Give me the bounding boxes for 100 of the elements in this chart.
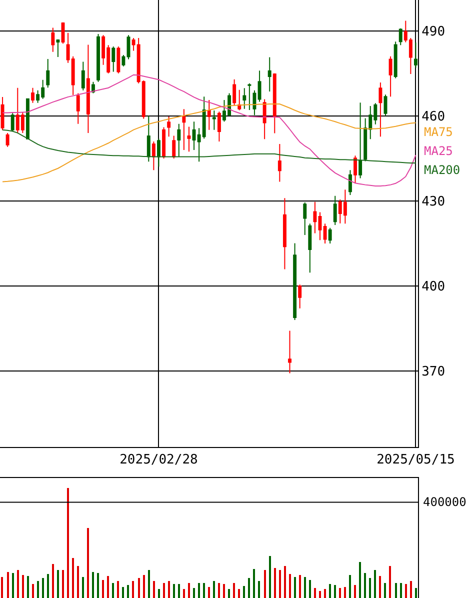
bar: [87, 528, 89, 598]
candlestick: [212, 110, 216, 130]
candlestick: [46, 58, 50, 88]
y-tick-label: 430: [422, 194, 446, 210]
x-tick-label: 2025/02/28: [120, 452, 198, 468]
x-tick-label: 2025/05/15: [376, 452, 455, 468]
candlestick: [81, 61, 85, 91]
bar: [415, 588, 417, 598]
bar: [22, 575, 24, 598]
candlestick: [192, 121, 196, 150]
candlestick: [282, 198, 286, 270]
candlestick: [122, 54, 126, 67]
y-tick-label: 490: [422, 24, 446, 40]
candlestick: [313, 201, 317, 234]
bar: [294, 577, 296, 598]
candlestick: [187, 126, 191, 152]
bar: [102, 580, 104, 598]
bar: [148, 570, 150, 598]
bar: [344, 587, 346, 598]
bar: [107, 576, 109, 598]
bar: [178, 584, 180, 598]
candlestick: [26, 98, 30, 140]
candlestick: [232, 78, 236, 107]
bar: [253, 569, 255, 598]
series-label: MA75: [424, 125, 453, 139]
y-tick-label: 400: [422, 280, 446, 295]
bar: [213, 581, 215, 598]
bar: [304, 577, 306, 598]
candlestick: [318, 212, 322, 241]
bar: [77, 566, 79, 598]
candlestick: [272, 72, 276, 134]
bar: [264, 570, 266, 598]
candlestick: [238, 89, 242, 111]
candlestick: [384, 94, 388, 116]
candlestick: [248, 82, 252, 110]
candlestick: [303, 202, 307, 236]
bar: [334, 585, 336, 598]
bar: [163, 583, 165, 598]
bar: [369, 578, 371, 598]
candlestick: [31, 87, 34, 104]
bar: [138, 578, 140, 598]
bar: [37, 581, 39, 598]
bar: [228, 589, 230, 598]
candlestick: [177, 123, 181, 158]
bar: [153, 581, 155, 598]
bar: [299, 575, 301, 598]
bar: [193, 588, 195, 598]
candlestick: [323, 223, 327, 244]
candlestick: [157, 138, 160, 168]
line-series: [2, 129, 416, 164]
bar: [127, 585, 129, 598]
bar: [218, 583, 220, 598]
series-label: MA200: [424, 163, 460, 177]
bar: [132, 581, 134, 598]
bar: [117, 581, 119, 598]
bar: [82, 577, 84, 598]
candlestick: [354, 155, 357, 184]
bar: [405, 584, 407, 598]
candlestick: [76, 92, 80, 124]
bar: [32, 584, 34, 598]
candlestick: [252, 90, 256, 116]
bar: [183, 589, 185, 598]
candlestick: [86, 44, 90, 134]
bar: [12, 573, 14, 598]
candlestick: [288, 330, 292, 374]
bar: [354, 585, 356, 598]
bar: [269, 556, 271, 598]
candlestick: [10, 112, 14, 132]
series-label: MA25: [424, 144, 453, 158]
candlestick: [378, 82, 382, 138]
bar: [359, 562, 361, 598]
line-series: [2, 104, 416, 182]
candlestick: [96, 34, 100, 82]
bar: [410, 581, 412, 598]
candlestick: [278, 143, 282, 182]
bar: [379, 576, 381, 598]
bar: [97, 573, 99, 598]
bar: [198, 583, 200, 598]
bar: [57, 570, 59, 598]
bar: [329, 584, 331, 598]
bar: [314, 588, 316, 598]
candlestick: [167, 116, 171, 138]
candlestick: [268, 56, 272, 92]
candlestick: [414, 42, 418, 68]
bar: [284, 566, 286, 598]
bar: [52, 564, 54, 598]
text: 400000: [423, 495, 466, 509]
candlestick: [182, 108, 186, 150]
candlestick: [398, 28, 402, 46]
bar: [384, 583, 386, 598]
bar: [374, 570, 376, 598]
candlestick: [6, 132, 10, 148]
candlestick: [242, 88, 246, 110]
bar: [168, 581, 170, 598]
bar: [339, 588, 341, 598]
candlestick: [262, 98, 266, 140]
bar: [243, 586, 245, 598]
bar: [223, 584, 225, 598]
candlestick: [56, 38, 60, 58]
bar: [208, 587, 210, 598]
